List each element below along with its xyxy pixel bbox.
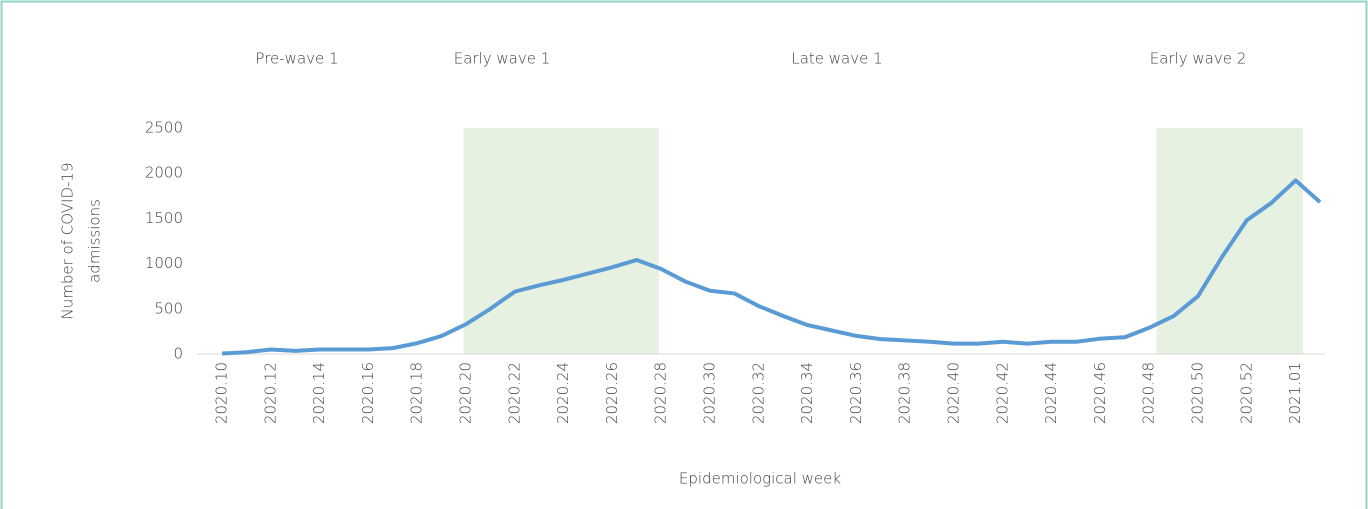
x-tick-label: 2020.34 <box>798 362 816 424</box>
annotation: Early wave 2 <box>1150 50 1247 68</box>
x-tick-label: 2020.22 <box>505 362 523 424</box>
x-tick-label: 2020.42 <box>993 362 1011 424</box>
x-tick-label: 2020.44 <box>1042 362 1060 424</box>
x-tick-label: 2020.26 <box>603 362 621 424</box>
x-tick-label: 2020.38 <box>896 362 914 424</box>
y-tick-label: 2000 <box>145 164 183 182</box>
x-tick-label: 2020.16 <box>359 362 377 424</box>
y-tick-label: 0 <box>173 345 183 363</box>
y-tick-label: 500 <box>154 299 183 317</box>
x-tick-label: 2020.10 <box>213 362 231 424</box>
x-tick-label: 2020.36 <box>847 362 865 424</box>
x-tick-label: 2020.32 <box>749 362 767 424</box>
x-tick-label: 2020.46 <box>1091 362 1109 424</box>
y-axis-title: Number of COVID-19 <box>59 162 77 319</box>
x-tick-label: 2020.48 <box>1140 362 1158 424</box>
x-tick-label: 2020.24 <box>554 362 572 424</box>
x-tick-label: 2020.52 <box>1237 362 1255 424</box>
y-tick-label: 1500 <box>145 209 183 227</box>
y-axis-title: admissions <box>86 199 104 283</box>
y-tick-label: 1000 <box>145 254 183 272</box>
x-axis-title: Epidemiological week <box>679 470 841 488</box>
x-tick-label: 2020.14 <box>310 362 328 424</box>
annotation: Early wave 1 <box>454 50 551 68</box>
annotation: Pre-wave 1 <box>255 50 338 68</box>
x-tick-label: 2021.01 <box>1286 362 1304 424</box>
x-tick-label: 2020.28 <box>652 362 670 424</box>
shaded-period <box>463 128 659 354</box>
x-tick-label: 2020.50 <box>1189 362 1207 424</box>
x-tick-label: 2020.12 <box>261 362 279 424</box>
y-tick-label: 2500 <box>145 119 183 137</box>
data-line <box>221 178 1322 356</box>
x-tick-label: 2020.40 <box>945 362 963 424</box>
x-tick-label: 2020.30 <box>701 362 719 424</box>
annotation: Late wave 1 <box>791 50 882 68</box>
x-tick-label: 2020.20 <box>457 362 475 424</box>
x-tick-label: 2020.18 <box>408 362 426 424</box>
shaded-period <box>1156 128 1303 354</box>
